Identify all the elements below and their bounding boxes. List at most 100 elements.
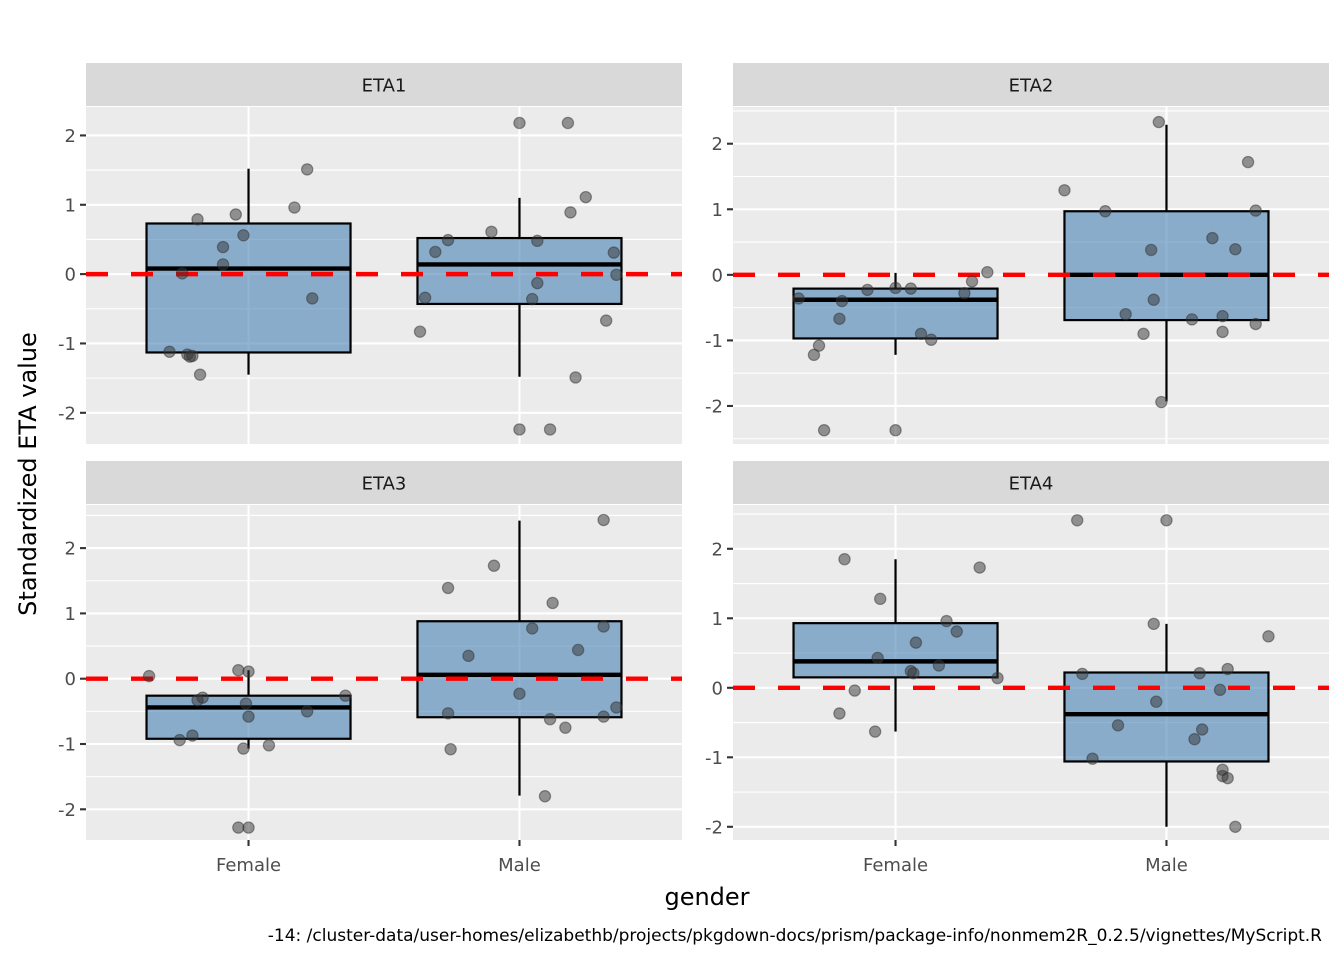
data-point <box>216 240 230 254</box>
data-point <box>559 721 572 734</box>
data-point <box>973 561 986 574</box>
facet-strip-label: ETA4 <box>1009 474 1054 495</box>
y-tick-label: 1 <box>712 609 723 630</box>
data-point <box>444 743 457 756</box>
data-point <box>196 691 209 704</box>
y-tick-label: 2 <box>65 539 76 560</box>
facet-eta4: ETA4 -2 -1 0 1 2 Female Male <box>705 461 1329 876</box>
data-point <box>546 596 559 610</box>
data-point <box>193 368 207 381</box>
data-point <box>513 423 526 436</box>
y-tick-label: 2 <box>712 539 723 560</box>
data-point <box>1206 231 1219 245</box>
boxplot-female <box>792 559 999 732</box>
facet-strip <box>86 63 682 106</box>
data-point <box>914 327 928 341</box>
data-point <box>538 790 552 803</box>
data-point <box>868 725 882 738</box>
data-point <box>526 292 539 306</box>
data-point <box>597 620 610 633</box>
box-iqr <box>416 236 623 306</box>
facet-strip-label: ETA1 <box>362 76 407 97</box>
box-iqr <box>145 222 352 354</box>
data-point <box>242 710 255 723</box>
y-tick-label: 0 <box>712 678 723 699</box>
data-point <box>889 281 902 295</box>
data-point <box>1216 325 1229 339</box>
data-point <box>1216 309 1229 323</box>
data-point <box>1195 723 1209 736</box>
data-point <box>1221 771 1234 785</box>
data-point <box>812 339 826 352</box>
facet-strip <box>86 461 682 504</box>
x-axis-title: gender <box>664 883 749 911</box>
y-tick-label: -1 <box>58 735 76 756</box>
data-point <box>907 666 920 680</box>
data-point <box>807 348 821 362</box>
data-point <box>925 333 938 346</box>
y-tick-label: -1 <box>705 331 723 352</box>
y-tick-label: 0 <box>65 265 76 286</box>
facet-eta2: ETA2 -2 -1 0 1 2 <box>705 63 1329 444</box>
data-point <box>833 707 846 720</box>
boxplot-male <box>1063 124 1270 402</box>
y-tick-label: 2 <box>712 134 723 155</box>
data-point <box>441 581 455 595</box>
data-point <box>571 643 585 657</box>
data-point <box>1249 317 1262 331</box>
data-point <box>909 636 923 649</box>
data-point <box>176 267 189 280</box>
data-point <box>526 622 539 635</box>
data-point <box>485 225 498 239</box>
x-tick-label: Male <box>1145 855 1188 876</box>
data-point <box>1147 293 1160 306</box>
data-point <box>1213 683 1227 697</box>
data-point <box>564 206 577 219</box>
data-point <box>216 258 230 271</box>
data-point <box>339 689 352 702</box>
data-point <box>1188 733 1201 746</box>
y-tick-label: 1 <box>65 604 76 625</box>
data-point <box>561 116 575 130</box>
data-point <box>288 201 301 214</box>
data-point <box>237 742 250 755</box>
y-tick-label: 1 <box>65 195 76 216</box>
y-tick-label: -1 <box>58 334 76 355</box>
data-point <box>1086 752 1099 765</box>
data-point <box>186 349 199 363</box>
data-point <box>191 213 204 226</box>
data-point <box>833 312 846 325</box>
y-tick-label: 0 <box>65 669 76 690</box>
data-point <box>861 283 874 297</box>
data-point <box>871 651 884 665</box>
facet-eta3: ETA3 -2 -1 0 1 2 Female Male <box>58 461 682 876</box>
data-point <box>1147 617 1160 631</box>
data-point <box>229 208 242 221</box>
data-point <box>610 268 623 282</box>
data-point <box>429 245 442 259</box>
facet-strip <box>733 63 1329 106</box>
boxplot-male <box>416 520 623 796</box>
data-point <box>610 701 623 714</box>
data-point <box>1058 184 1071 197</box>
data-point <box>237 229 250 242</box>
data-point <box>889 424 902 437</box>
data-point <box>413 325 427 338</box>
data-point <box>1099 205 1112 218</box>
y-tick-label: 0 <box>712 265 723 286</box>
data-point <box>1119 307 1132 321</box>
data-point <box>1160 514 1173 527</box>
data-point <box>239 697 253 710</box>
box-iqr <box>1063 210 1270 322</box>
facet-strip-label: ETA2 <box>1009 76 1054 97</box>
y-tick-label: -2 <box>58 800 76 821</box>
data-point <box>569 371 582 384</box>
data-point <box>1071 514 1084 527</box>
y-tick-label: -2 <box>58 403 76 424</box>
data-point <box>543 423 557 436</box>
y-tick-label: 1 <box>712 200 723 221</box>
data-point <box>306 292 319 305</box>
data-point <box>1262 630 1275 643</box>
data-point <box>835 294 849 308</box>
